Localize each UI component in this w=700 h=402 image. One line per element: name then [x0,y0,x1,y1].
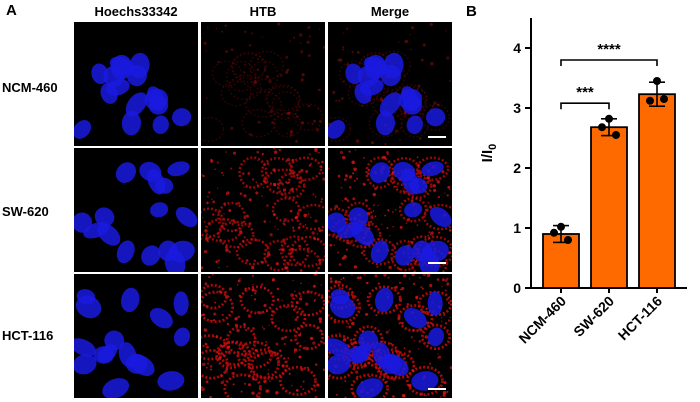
x-tick-label-ncm-460: NCM-460 [515,293,569,347]
micrograph-sw620-htb [201,148,325,272]
significance-label: *** [576,84,594,101]
column-header-merge: Merge [370,4,410,19]
x-tick-label-hct-116: HCT-116 [615,293,666,344]
data-point [564,236,572,244]
scale-bar [428,262,446,264]
significance-label: **** [597,41,621,58]
micrograph-sw620-hoechst [74,148,198,272]
column-header-hoechst: Hoechs33342 [94,4,178,19]
data-point [557,222,565,231]
micrograph-ncm460-hoechst [74,22,198,146]
y-tick-label-1: 1 [513,220,521,236]
bar-hct-116 [638,93,676,289]
micrograph-hct116-hoechst [74,274,198,398]
data-point [605,114,613,123]
micrograph-ncm460-htb [201,22,325,146]
panel-letter-a: A [6,2,17,19]
scale-bar [428,388,446,390]
data-point [550,228,558,237]
data-point [660,95,668,103]
y-tick-label-2: 2 [513,160,521,176]
bar-sw-620 [590,126,628,289]
row-label-ncm460: NCM-460 [2,80,58,95]
row-label-hct116: HCT-116 [2,328,54,343]
micrograph-hct116-htb [201,274,325,398]
row-label-sw620: SW-620 [2,204,49,219]
column-header-htb: HTB [249,4,277,19]
significance-bracket [560,59,658,66]
y-tick-label-4: 4 [513,40,521,56]
data-point [612,131,620,139]
micrograph-ncm460-merge [328,22,452,146]
scale-bar [428,136,446,138]
significance-bracket [560,102,610,110]
panel-letter-b: B [466,3,477,20]
y-tick-label-0: 0 [513,280,521,296]
data-point [653,77,661,85]
data-point [598,123,606,132]
y-axis-label: I/I0 [479,144,499,163]
micrograph-hct116-merge [328,274,452,398]
y-tick-label-3: 3 [513,100,521,116]
data-point [646,96,654,105]
micrograph-sw620-merge [328,148,452,272]
x-tick-label-sw-620: SW-620 [570,293,617,340]
